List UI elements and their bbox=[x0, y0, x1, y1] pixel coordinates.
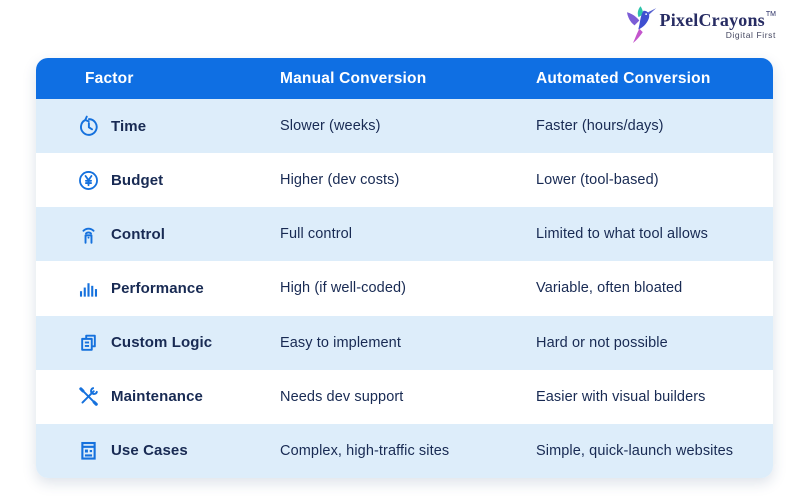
manual-conversion-cell: High (if well-coded) bbox=[280, 280, 407, 297]
factor-cell: Control bbox=[36, 223, 280, 246]
tools-icon bbox=[77, 385, 100, 408]
comparison-table: Factor Manual Conversion Automated Conve… bbox=[36, 58, 773, 478]
factor-label: Custom Logic bbox=[111, 334, 213, 352]
form-layout-icon bbox=[77, 439, 100, 462]
bar-chart-icon bbox=[77, 277, 100, 300]
factor-cell: Custom Logic bbox=[36, 331, 280, 354]
brand-name: PixelCrayons bbox=[659, 10, 765, 30]
table-header-row: Factor Manual Conversion Automated Conve… bbox=[36, 58, 773, 99]
manual-conversion-cell: Full control bbox=[280, 226, 353, 243]
yen-coin-icon bbox=[77, 169, 100, 192]
automated-conversion-cell: Easier with visual builders bbox=[536, 388, 706, 405]
table-row: Performance High (if well-coded) Variabl… bbox=[36, 261, 773, 316]
factor-cell: Budget bbox=[36, 169, 280, 192]
header-factor: Factor bbox=[85, 69, 134, 87]
automated-conversion-cell: Limited to what tool allows bbox=[536, 226, 708, 243]
automated-conversion-cell: Simple, quick-launch websites bbox=[536, 442, 734, 459]
manual-conversion-cell: Slower (weeks) bbox=[280, 118, 381, 135]
manual-conversion-cell: Easy to implement bbox=[280, 334, 401, 351]
remote-control-icon bbox=[77, 223, 100, 246]
pixelcrayons-logo: PixelCrayons TM Digital First bbox=[624, 5, 777, 45]
factor-label: Control bbox=[111, 225, 166, 243]
manual-conversion-cell: Higher (dev costs) bbox=[280, 172, 400, 189]
factor-label: Performance bbox=[111, 279, 204, 297]
hummingbird-logo-icon bbox=[624, 5, 657, 45]
manual-conversion-cell: Needs dev support bbox=[280, 388, 404, 405]
automated-conversion-cell: Hard or not possible bbox=[536, 334, 668, 351]
table-body: Time Slower (weeks) Faster (hours/days) … bbox=[36, 99, 773, 478]
automated-conversion-cell: Variable, often bloated bbox=[536, 280, 683, 297]
factor-label: Time bbox=[111, 117, 147, 135]
automated-conversion-cell: Lower (tool-based) bbox=[536, 172, 659, 189]
trademark-mark: TM bbox=[765, 11, 776, 18]
table-row: Use Cases Complex, high-traffic sites Si… bbox=[36, 423, 773, 478]
manual-conversion-cell: Complex, high-traffic sites bbox=[280, 442, 450, 459]
table-row: Custom Logic Easy to implement Hard or n… bbox=[36, 315, 773, 370]
history-clock-icon bbox=[77, 115, 100, 138]
table-row: Budget Higher (dev costs) Lower (tool-ba… bbox=[36, 153, 773, 208]
factor-label: Use Cases bbox=[111, 442, 188, 460]
factor-cell: Maintenance bbox=[36, 385, 280, 408]
logo-text: PixelCrayons TM Digital First bbox=[660, 10, 777, 40]
automated-conversion-cell: Faster (hours/days) bbox=[536, 118, 664, 135]
brand-tagline: Digital First bbox=[725, 30, 776, 40]
factor-label: Budget bbox=[111, 171, 164, 189]
table-row: Maintenance Needs dev support Easier wit… bbox=[36, 369, 773, 424]
table-row: Time Slower (weeks) Faster (hours/days) bbox=[36, 99, 773, 154]
header-automated-conversion: Automated Conversion bbox=[536, 69, 711, 87]
factor-cell: Time bbox=[36, 115, 280, 138]
factor-label: Maintenance bbox=[111, 388, 203, 406]
header-manual-conversion: Manual Conversion bbox=[280, 69, 427, 87]
factor-cell: Performance bbox=[36, 277, 280, 300]
factor-cell: Use Cases bbox=[36, 439, 280, 462]
documents-icon bbox=[77, 331, 100, 354]
table-row: Control Full control Limited to what too… bbox=[36, 207, 773, 262]
